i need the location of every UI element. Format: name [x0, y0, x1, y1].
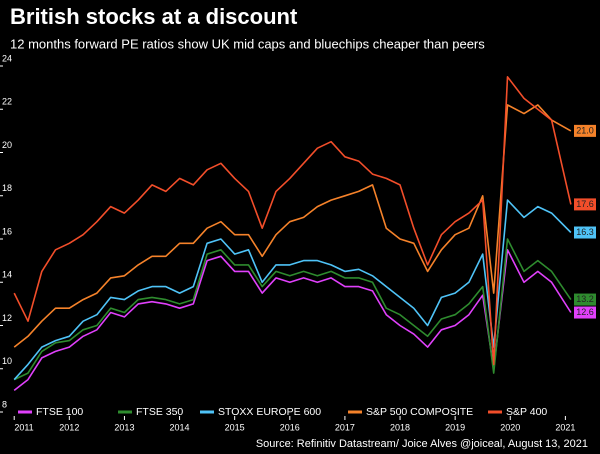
- legend-label: FTSE 350: [136, 406, 183, 418]
- x-tick-label: 2018: [390, 422, 410, 432]
- chart-subtitle: 12 months forward PE ratios show UK mid …: [10, 36, 485, 51]
- series-line: [13, 76, 572, 366]
- source: Source: Refinitiv Datastream/ Joice Alve…: [256, 438, 588, 450]
- end-label: 12.6: [576, 307, 594, 317]
- y-tick-label: 18: [2, 183, 12, 193]
- y-tick-label: 14: [2, 270, 12, 280]
- x-tick-label: 2014: [170, 422, 190, 432]
- end-label-box: [574, 306, 596, 319]
- chart-title: British stocks at a discount: [10, 4, 298, 29]
- end-label-box: [574, 293, 596, 306]
- x-tick-label: 2017: [335, 422, 355, 432]
- x-tick-label: 2013: [114, 422, 134, 432]
- legend-label: FTSE 100: [36, 406, 83, 418]
- legend-label: S&P 400: [506, 406, 547, 418]
- x-tick-label: 2016: [280, 422, 300, 432]
- end-label: 13.2: [576, 294, 594, 304]
- series-line: [13, 199, 572, 381]
- x-tick-label: 2011: [14, 422, 33, 432]
- y-tick-label: 16: [2, 226, 12, 236]
- x-tick-label: 2019: [445, 422, 465, 432]
- x-tick-label: 2015: [225, 422, 245, 432]
- series-line: [13, 249, 572, 392]
- y-tick-label: 24: [2, 53, 12, 63]
- y-tick-label: 22: [2, 97, 12, 107]
- legend-label: STOXX EUROPE 600: [218, 406, 321, 418]
- y-tick-label: 10: [2, 356, 12, 366]
- series-line: [13, 104, 572, 348]
- x-tick-label: 2020: [500, 422, 520, 432]
- x-tick-label: 2021: [555, 422, 575, 432]
- y-tick-label: 8: [2, 399, 7, 409]
- end-label-box: [574, 124, 596, 137]
- end-label: 21.0: [576, 125, 594, 135]
- end-label-box: [574, 226, 596, 239]
- legend-label: S&P 500 COMPOSITE: [366, 406, 473, 418]
- y-tick-label: 20: [2, 140, 12, 150]
- end-label: 17.6: [576, 199, 594, 209]
- y-tick-label: 12: [2, 313, 12, 323]
- end-label-box: [574, 198, 596, 211]
- end-label: 16.3: [576, 227, 594, 237]
- x-tick-label: 2012: [59, 422, 79, 432]
- series-line: [13, 238, 572, 381]
